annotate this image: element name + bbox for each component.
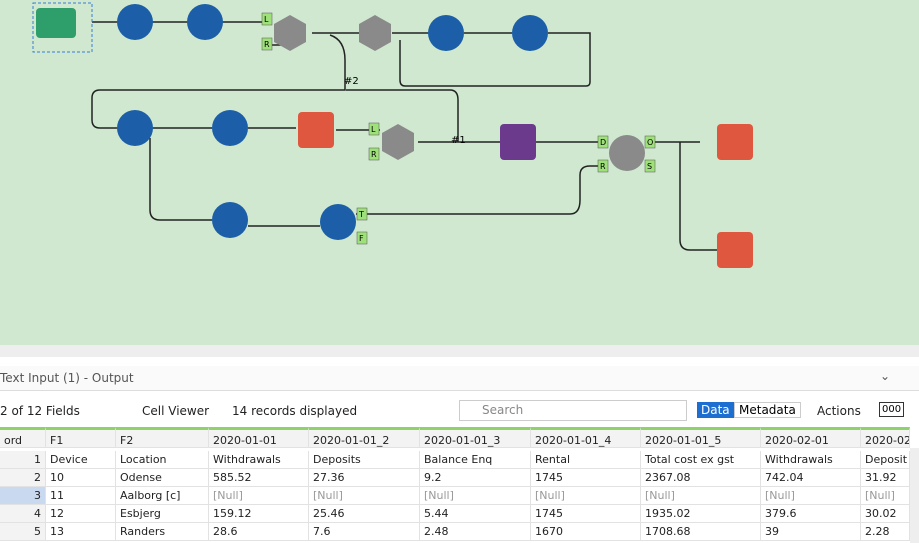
actions-menu[interactable]: Actions: [817, 404, 861, 418]
cell: 27.36: [309, 469, 420, 487]
anchor: [597, 159, 609, 173]
anchor: [368, 147, 380, 161]
column-header: ord: [0, 427, 46, 448]
metadata-tab[interactable]: Metadata: [734, 402, 801, 418]
cell: Total cost ex gst: [641, 451, 761, 469]
column-header: 2020-01-01_4: [531, 427, 641, 448]
cell: 31.92: [861, 469, 910, 487]
format-button[interactable]: 000: [879, 402, 905, 417]
anchor: [261, 12, 273, 26]
cell: Deposits: [309, 451, 420, 469]
cell: Device: [46, 451, 116, 469]
cell: 11: [46, 487, 116, 505]
row-number: 3: [0, 487, 46, 505]
row-number: 1: [0, 451, 46, 469]
column-header: 2020-02-01: [761, 427, 861, 448]
row-number: 4: [0, 505, 46, 523]
column-header: 2020-01-01_5: [641, 427, 761, 448]
cell: 379.6: [761, 505, 861, 523]
cell: 1708.68: [641, 523, 761, 541]
anchor: [368, 122, 380, 136]
horizontal-scrollbar[interactable]: [0, 345, 919, 357]
results-title: Text Input (1) - Output: [0, 371, 134, 385]
cell: 2.48: [420, 523, 531, 541]
cell: 13: [46, 523, 116, 541]
results-header: Text Input (1) - Output ⌄: [0, 366, 919, 391]
anchor-label: L: [371, 125, 376, 134]
cell: 7.6: [309, 523, 420, 541]
cell: 39: [761, 523, 861, 541]
cell: Location: [116, 451, 209, 469]
anchor-label: S: [647, 162, 652, 171]
column-header: 2020-02: [861, 427, 910, 448]
cell: Randers: [116, 523, 209, 541]
connection-label: #1: [451, 135, 466, 146]
cell: 159.12: [209, 505, 309, 523]
cell: 1670: [531, 523, 641, 541]
cell: Balance Enq: [420, 451, 531, 469]
search-placeholder: Search: [482, 403, 524, 417]
anchor: [644, 159, 656, 173]
cell: 28.6: [209, 523, 309, 541]
cell: Withdrawals: [761, 451, 861, 469]
cell: 742.04: [761, 469, 861, 487]
search-box[interactable]: Search: [459, 400, 687, 421]
cell: Rental: [531, 451, 641, 469]
anchor-label: O: [647, 138, 653, 147]
anchor: [644, 135, 656, 149]
cell: [Null]: [209, 487, 309, 505]
cell: [Null]: [531, 487, 641, 505]
cell: 25.46: [309, 505, 420, 523]
anchor: [356, 231, 368, 245]
data-tab[interactable]: Data: [697, 402, 734, 418]
cell-viewer[interactable]: Cell Viewer: [142, 404, 210, 418]
cell: 1935.02: [641, 505, 761, 523]
cell: 1745: [531, 469, 641, 487]
vertical-scrollbar[interactable]: [910, 448, 919, 543]
cell: [Null]: [861, 487, 910, 505]
anchor-label: R: [371, 150, 377, 159]
cell: [Null]: [309, 487, 420, 505]
cell: 2.28: [861, 523, 910, 541]
cell: Aalborg [c]: [116, 487, 209, 505]
cell: [Null]: [420, 487, 531, 505]
column-header: 2020-01-01: [209, 427, 309, 448]
column-header: 2020-01-01_2: [309, 427, 420, 448]
records-count: 14 records displayed: [232, 404, 358, 418]
cell: 5.44: [420, 505, 531, 523]
row-number: 2: [0, 469, 46, 487]
cell: 30.02: [861, 505, 910, 523]
column-header: F1: [46, 427, 116, 448]
anchor-label: R: [600, 162, 606, 171]
anchor-label: D: [600, 138, 606, 147]
cell: [Null]: [641, 487, 761, 505]
anchor: [356, 207, 368, 221]
cell: 585.52: [209, 469, 309, 487]
anchor-label: L: [264, 15, 269, 24]
cell: Esbjerg: [116, 505, 209, 523]
cell: 10: [46, 469, 116, 487]
anchor: [261, 37, 273, 51]
connection-label: #2: [344, 76, 359, 87]
column-header: 2020-01-01_3: [420, 427, 531, 448]
cell: Deposit: [861, 451, 910, 469]
anchor: [597, 135, 609, 149]
row-number: 5: [0, 523, 46, 541]
cell: [Null]: [761, 487, 861, 505]
cell: Withdrawals: [209, 451, 309, 469]
cell: Odense: [116, 469, 209, 487]
fields-selector[interactable]: 2 of 12 Fields: [0, 404, 80, 418]
anchor-label: F: [359, 234, 364, 243]
anchor-label: R: [264, 40, 270, 49]
collapse[interactable]: ⌄: [880, 369, 891, 383]
column-header: F2: [116, 427, 209, 448]
cell: 2367.08: [641, 469, 761, 487]
workflow-canvas: #2 #1 L R L R D R O S T F: [0, 0, 919, 345]
anchor-label: T: [358, 210, 364, 219]
cell: 9.2: [420, 469, 531, 487]
cell: 1745: [531, 505, 641, 523]
cell: 12: [46, 505, 116, 523]
